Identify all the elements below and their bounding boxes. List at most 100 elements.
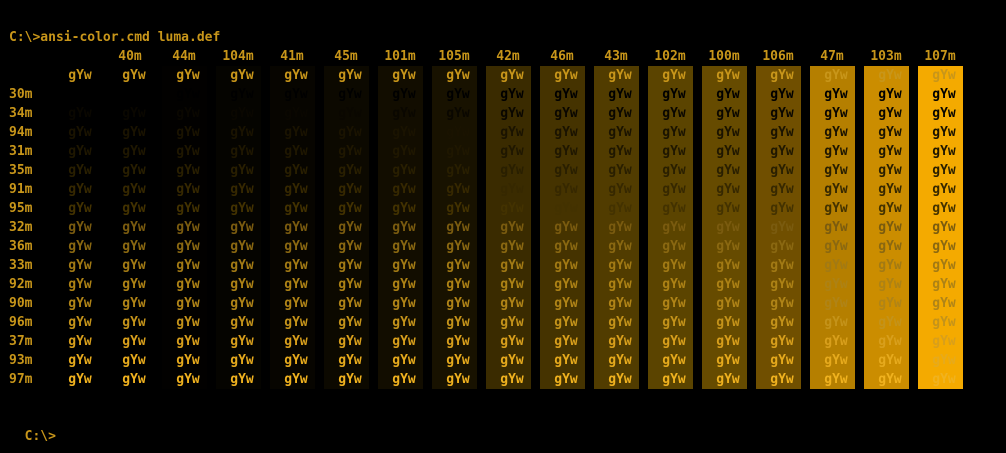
sample-cell: gYw bbox=[122, 201, 146, 216]
sample-cell: gYw bbox=[932, 201, 956, 216]
bg-column-45m bbox=[324, 66, 369, 389]
sample-cell: gYw bbox=[122, 315, 146, 330]
fg-row-label-33m: 33m bbox=[9, 258, 33, 273]
sample-cell: gYw bbox=[662, 125, 686, 140]
fg-row-label-94m: 94m bbox=[9, 125, 33, 140]
sample-cell: gYw bbox=[554, 296, 578, 311]
sample-cell: gYw bbox=[338, 106, 362, 121]
sample-cell: gYw bbox=[122, 353, 146, 368]
sample-cell: gYw bbox=[770, 239, 794, 254]
sample-cell: gYw bbox=[716, 334, 740, 349]
sample-cell: gYw bbox=[662, 334, 686, 349]
sample-cell: gYw bbox=[68, 372, 92, 387]
sample-cell: gYw bbox=[554, 106, 578, 121]
sample-cell: gYw bbox=[932, 163, 956, 178]
sample-cell: gYw bbox=[662, 315, 686, 330]
sample-cell: gYw bbox=[68, 125, 92, 140]
sample-cell: gYw bbox=[230, 68, 254, 83]
sample-cell: gYw bbox=[338, 144, 362, 159]
sample-cell: gYw bbox=[68, 315, 92, 330]
sample-cell: gYw bbox=[878, 182, 902, 197]
sample-cell: gYw bbox=[932, 372, 956, 387]
sample-cell: gYw bbox=[392, 125, 416, 140]
sample-cell: gYw bbox=[446, 125, 470, 140]
sample-cell: gYw bbox=[176, 296, 200, 311]
sample-cell: gYw bbox=[68, 220, 92, 235]
sample-cell: gYw bbox=[68, 334, 92, 349]
sample-cell: gYw bbox=[500, 182, 524, 197]
sample-cell: gYw bbox=[932, 315, 956, 330]
fg-row-label-34m: 34m bbox=[9, 106, 33, 121]
sample-cell: gYw bbox=[176, 258, 200, 273]
sample-cell: gYw bbox=[122, 372, 146, 387]
sample-cell: gYw bbox=[230, 258, 254, 273]
sample-cell: gYw bbox=[716, 239, 740, 254]
sample-cell: gYw bbox=[446, 258, 470, 273]
sample-cell: gYw bbox=[176, 106, 200, 121]
sample-cell: gYw bbox=[716, 315, 740, 330]
sample-cell: gYw bbox=[68, 296, 92, 311]
sample-cell: gYw bbox=[878, 353, 902, 368]
sample-cell: gYw bbox=[824, 182, 848, 197]
bg-column-43m bbox=[594, 66, 639, 389]
sample-cell: gYw bbox=[284, 201, 308, 216]
sample-cell: gYw bbox=[122, 106, 146, 121]
bg-header-40m: 40m bbox=[118, 49, 142, 64]
sample-cell: gYw bbox=[446, 201, 470, 216]
sample-cell: gYw bbox=[770, 144, 794, 159]
sample-cell: gYw bbox=[716, 372, 740, 387]
sample-cell: gYw bbox=[122, 87, 146, 102]
sample-cell: gYw bbox=[716, 296, 740, 311]
sample-cell: gYw bbox=[284, 220, 308, 235]
sample-cell: gYw bbox=[446, 182, 470, 197]
bg-column-105m bbox=[432, 66, 477, 389]
sample-cell: gYw bbox=[662, 87, 686, 102]
sample-cell: gYw bbox=[824, 372, 848, 387]
text-cursor bbox=[56, 429, 64, 444]
sample-cell: gYw bbox=[122, 182, 146, 197]
sample-cell: gYw bbox=[176, 372, 200, 387]
sample-cell: gYw bbox=[338, 353, 362, 368]
sample-cell: gYw bbox=[446, 372, 470, 387]
bg-column-44m bbox=[162, 66, 207, 389]
sample-cell: gYw bbox=[824, 258, 848, 273]
sample-cell: gYw bbox=[608, 182, 632, 197]
sample-cell: gYw bbox=[68, 239, 92, 254]
sample-cell: gYw bbox=[770, 201, 794, 216]
sample-cell: gYw bbox=[770, 277, 794, 292]
bg-header-106m: 106m bbox=[762, 49, 794, 64]
sample-cell: gYw bbox=[446, 144, 470, 159]
sample-cell: gYw bbox=[392, 182, 416, 197]
sample-cell: gYw bbox=[230, 239, 254, 254]
sample-cell: gYw bbox=[770, 315, 794, 330]
sample-cell: gYw bbox=[122, 144, 146, 159]
fg-row-label-36m: 36m bbox=[9, 239, 33, 254]
fg-row-label-91m: 91m bbox=[9, 182, 33, 197]
sample-cell: gYw bbox=[716, 87, 740, 102]
sample-cell: gYw bbox=[230, 277, 254, 292]
sample-cell: gYw bbox=[284, 334, 308, 349]
sample-cell: gYw bbox=[662, 68, 686, 83]
bg-column-106m bbox=[756, 66, 801, 389]
sample-cell: gYw bbox=[230, 201, 254, 216]
sample-cell: gYw bbox=[338, 201, 362, 216]
bg-header-47m: 47m bbox=[820, 49, 844, 64]
sample-cell: gYw bbox=[662, 258, 686, 273]
sample-cell: gYw bbox=[824, 353, 848, 368]
sample-cell: gYw bbox=[770, 372, 794, 387]
sample-cell: gYw bbox=[716, 144, 740, 159]
fg-row-label-93m: 93m bbox=[9, 353, 33, 368]
sample-cell: gYw bbox=[608, 315, 632, 330]
sample-cell: gYw bbox=[230, 372, 254, 387]
sample-cell: gYw bbox=[878, 68, 902, 83]
bg-header-43m: 43m bbox=[604, 49, 628, 64]
sample-cell: gYw bbox=[68, 87, 92, 102]
sample-cell: gYw bbox=[230, 125, 254, 140]
bg-header-42m: 42m bbox=[496, 49, 520, 64]
sample-cell: gYw bbox=[878, 144, 902, 159]
sample-cell: gYw bbox=[176, 239, 200, 254]
sample-cell: gYw bbox=[662, 372, 686, 387]
sample-cell: gYw bbox=[932, 296, 956, 311]
prompt-line[interactable]: C:\> bbox=[9, 408, 64, 444]
